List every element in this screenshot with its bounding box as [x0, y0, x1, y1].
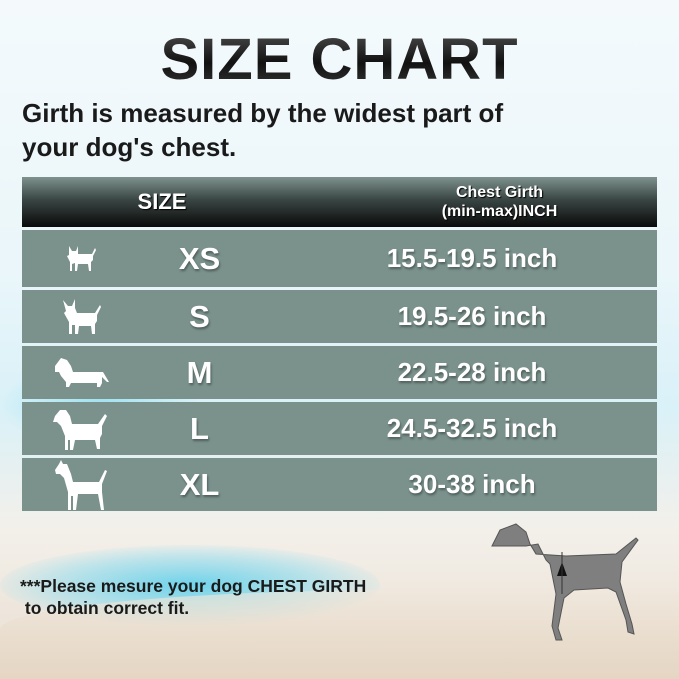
subtitle: Girth is measured by the widest part of … — [22, 96, 662, 164]
table-row: XS 15.5-19.5 inch — [22, 230, 657, 287]
table-row: M 22.5-28 inch — [22, 346, 657, 399]
header-size: SIZE — [137, 189, 187, 214]
table-row: S 19.5-26 inch — [22, 290, 657, 343]
table-row: L 24.5-32.5 inch — [22, 402, 657, 455]
size-label: M — [186, 354, 213, 390]
subtitle-line: Girth is measured by the widest part of — [22, 98, 504, 128]
table-header: SIZE Chest Girth (min-max)INCH — [22, 177, 657, 227]
table-row: XL 30-38 inch — [22, 458, 657, 511]
note-line: ***Please mesure your dog CHEST GIRTH — [20, 576, 367, 596]
page-title: SIZE CHART — [0, 26, 679, 93]
girth-value: 30-38 inch — [408, 469, 536, 499]
pointer-dog-illustration — [491, 523, 639, 641]
great-dane-icon — [55, 459, 107, 510]
small-dog-icon — [63, 298, 101, 334]
size-label: S — [189, 298, 210, 334]
header-girth-line: Chest Girth — [455, 184, 544, 201]
note-line: to obtain correct fit. — [20, 598, 190, 618]
size-label: XS — [178, 240, 221, 276]
measure-note: ***Please mesure your dog CHEST GIRTH to… — [20, 575, 480, 619]
size-label: XL — [179, 466, 220, 502]
girth-value: 15.5-19.5 inch — [386, 243, 558, 273]
girth-value: 19.5-26 inch — [397, 301, 547, 331]
dachshund-icon — [55, 357, 109, 387]
size-label: L — [190, 410, 209, 446]
subtitle-line: your dog's chest. — [22, 132, 237, 162]
chihuahua-icon — [67, 245, 96, 271]
medium-dog-icon — [53, 409, 107, 450]
size-table: SIZE Chest Girth (min-max)INCH XS 15.5-1… — [22, 177, 657, 511]
girth-value: 24.5-32.5 inch — [386, 413, 558, 443]
girth-value: 22.5-28 inch — [397, 357, 547, 387]
header-chest-girth: Chest Girth (min-max)INCH — [342, 183, 657, 221]
background-sand — [0, 590, 679, 679]
header-girth-line: (min-max)INCH — [441, 203, 558, 220]
